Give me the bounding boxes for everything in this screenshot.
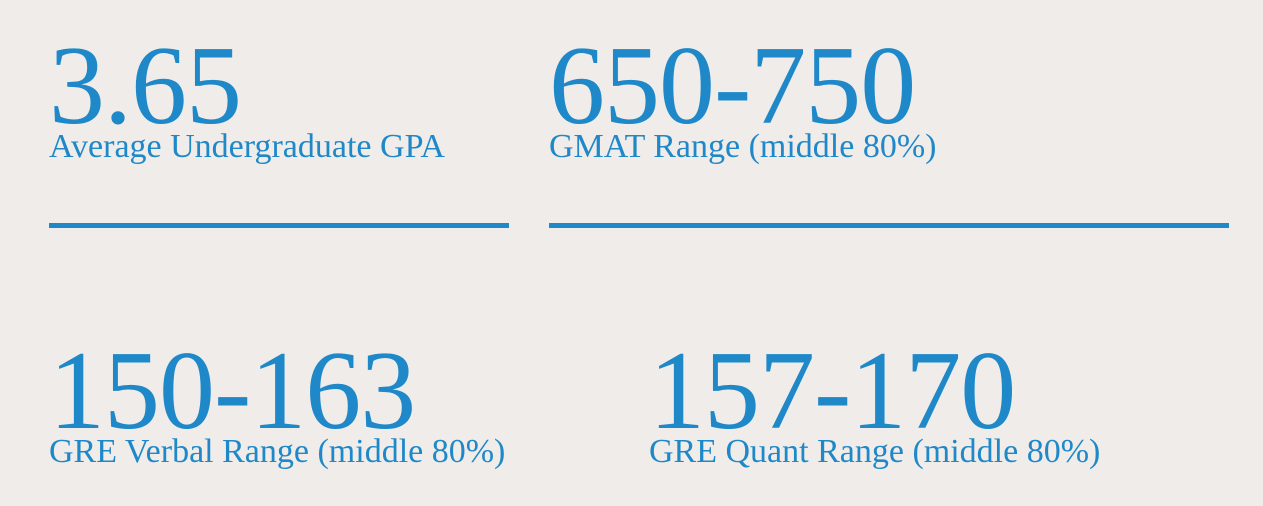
divider: [549, 223, 1229, 228]
stat-value: 150-163: [49, 329, 416, 453]
stat-label: GMAT Range (middle 80%): [549, 128, 937, 165]
stat-label: GRE Quant Range (middle 80%): [649, 433, 1101, 470]
stat-value: 650-750: [549, 24, 916, 148]
stat-label: GRE Verbal Range (middle 80%): [49, 433, 506, 470]
stat-value: 3.65: [49, 24, 242, 148]
divider: [49, 223, 509, 228]
stat-label: Average Undergraduate GPA: [49, 128, 445, 165]
stat-value: 157-170: [649, 329, 1016, 453]
